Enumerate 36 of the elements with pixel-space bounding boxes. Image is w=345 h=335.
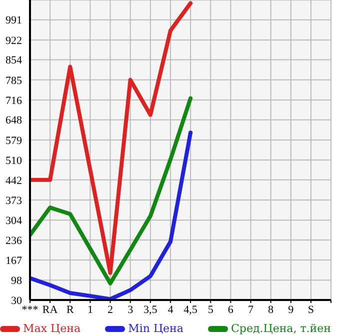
x-tick-label: 2	[108, 304, 114, 316]
x-tick-label: 3,5	[144, 304, 158, 316]
x-tick-label: 1	[87, 304, 93, 316]
y-tick-label: 167	[6, 254, 22, 267]
x-tick-label: 8	[268, 304, 274, 316]
y-tick-label: 304	[6, 215, 22, 228]
legend-label: Max Цена	[22, 322, 81, 335]
x-tick-label: RA	[42, 304, 58, 316]
y-tick-label: 922	[6, 34, 22, 47]
x-tick-label: 7	[248, 304, 254, 316]
line-series	[30, 130, 193, 300]
y-tick-label: 648	[6, 114, 22, 127]
x-tick-label: 4,5	[184, 304, 198, 316]
x-tick-label: S	[308, 304, 314, 316]
x-tick-label: ***	[22, 304, 38, 316]
y-tick-label: 442	[6, 174, 22, 187]
y-tick-label: 236	[6, 234, 22, 247]
y-tick-label: 785	[6, 74, 22, 87]
x-tick-label: 6	[228, 304, 234, 316]
y-tick-label: 30	[11, 294, 22, 307]
y-tick-label: 579	[6, 134, 22, 147]
y-tick-label: 991	[6, 14, 22, 27]
x-tick-label: 5	[208, 304, 214, 316]
legend-label: Сред.Цена, т.йен	[230, 322, 331, 335]
y-tick-label: 373	[6, 194, 22, 207]
x-tick-label: 3	[128, 304, 134, 316]
line-series	[30, 96, 193, 286]
line-series	[30, 1, 193, 275]
y-tick-label: 510	[6, 154, 22, 167]
legend-label: Min Цена	[127, 322, 184, 335]
x-tick-label: 9	[288, 304, 294, 316]
y-tick-label: 854	[6, 54, 22, 67]
x-tick-label: R	[66, 304, 74, 316]
y-tick-label: 98	[11, 275, 22, 288]
y-tick-label: 716	[6, 94, 22, 107]
x-tick-label: 4	[168, 304, 174, 316]
